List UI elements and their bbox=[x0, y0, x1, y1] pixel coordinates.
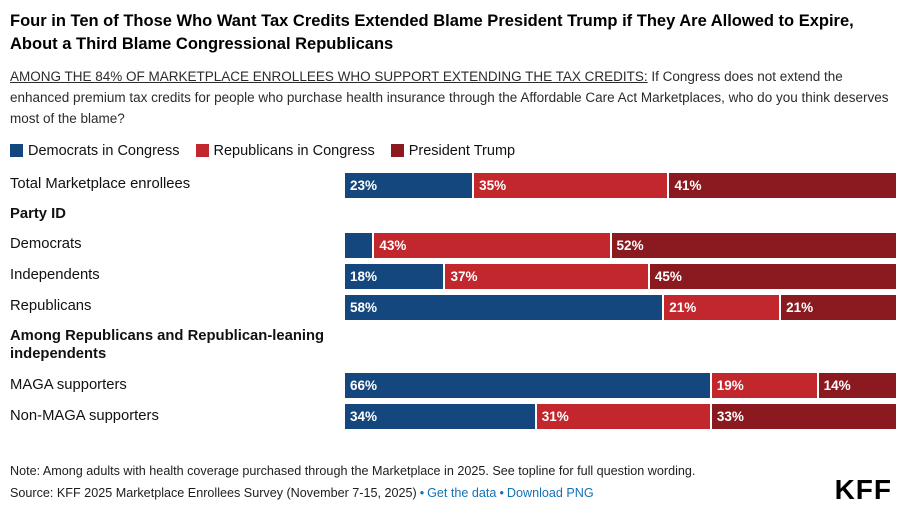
bar-segment-president-trump: 45% bbox=[649, 263, 896, 289]
bar-segment-democrats-in-congress bbox=[345, 232, 373, 258]
chart-row: Democrats 43% 52% bbox=[10, 232, 896, 258]
source-line: Source: KFF 2025 Marketplace Enrollees S… bbox=[10, 483, 695, 504]
bullet-separator: • bbox=[419, 485, 425, 500]
get-the-data-link[interactable]: Get the data bbox=[427, 485, 497, 500]
bar-segment-democrats-in-congress: 34% bbox=[345, 404, 535, 430]
legend-label-democrats: Democrats in Congress bbox=[28, 142, 180, 159]
note-text: Note: Among adults with health coverage … bbox=[10, 464, 696, 479]
chart-row: Non-MAGA supporters 34% 31% 33% bbox=[10, 404, 896, 430]
row-label: Independents bbox=[10, 267, 100, 284]
bar-segment-president-trump: 14% bbox=[818, 373, 896, 399]
chart-row: Independents 18% 37% 45% bbox=[10, 263, 896, 289]
bar-segment-democrats-in-congress: 23% bbox=[345, 172, 473, 198]
legend: Democrats in Congress Republicans in Con… bbox=[10, 143, 896, 159]
bar-value-label: 43% bbox=[379, 237, 407, 253]
bar-value-label: 35% bbox=[479, 177, 507, 193]
bar-value-label: 52% bbox=[616, 237, 644, 253]
legend-swatch-republicans-icon bbox=[195, 144, 209, 158]
bar-segment-president-trump: 33% bbox=[711, 404, 896, 430]
chart-row: Republicans 58% 21% 21% bbox=[10, 294, 896, 320]
legend-swatch-trump-icon bbox=[390, 144, 404, 158]
bar-segment-president-trump: 52% bbox=[611, 232, 896, 258]
chart-row: Total Marketplace enrollees 23% 35% 41% bbox=[10, 172, 896, 198]
bar-segment-democrats-in-congress: 58% bbox=[345, 294, 663, 320]
legend-item-president-trump: President Trump bbox=[390, 142, 516, 159]
bar-track: 66% 19% 14% bbox=[345, 373, 896, 399]
bar-segment-republicans-in-congress: 31% bbox=[536, 404, 710, 430]
row-label: MAGA supporters bbox=[10, 377, 127, 394]
bar-value-label: 33% bbox=[716, 409, 744, 425]
stacked-bar-chart: Total Marketplace enrollees 23% 35% 41% Part… bbox=[10, 172, 896, 430]
bar-segment-republicans-in-congress: 35% bbox=[474, 172, 668, 198]
legend-label-trump: President Trump bbox=[408, 142, 516, 159]
row-label: Republicans bbox=[10, 298, 92, 315]
row-label: Non-MAGA supporters bbox=[10, 408, 159, 425]
bar-value-label: 23% bbox=[350, 177, 378, 193]
bar-segment-democrats-in-congress: 18% bbox=[345, 263, 444, 289]
section-header: Among Republicans and Republican-leaning… bbox=[10, 327, 325, 363]
bar-track: 43% 52% bbox=[345, 232, 896, 258]
legend-item-democrats-in-congress: Democrats in Congress bbox=[10, 143, 180, 159]
section-header: Party ID bbox=[10, 205, 66, 222]
bar-value-label: 45% bbox=[654, 268, 682, 284]
bar-segment-republicans-in-congress: 37% bbox=[445, 263, 648, 289]
chart-row: MAGA supporters 66% 19% 14% bbox=[10, 373, 896, 399]
legend-label-republicans: Republicans in Congress bbox=[213, 142, 375, 159]
download-png-link[interactable]: Download PNG bbox=[506, 485, 594, 500]
subtitle-emphasis: AMONG THE 84% OF MARKETPLACE ENROLLEES W… bbox=[10, 68, 648, 84]
kff-logo: KFF bbox=[834, 474, 892, 505]
bar-track: 23% 35% 41% bbox=[345, 172, 896, 198]
bar-value-label: 58% bbox=[350, 299, 378, 315]
bar-segment-president-trump: 21% bbox=[781, 294, 896, 320]
bar-value-label: 18% bbox=[350, 268, 378, 284]
legend-swatch-democrats-icon bbox=[10, 144, 23, 158]
chart-figure: Four in Ten of Those Who Want Tax Credit… bbox=[10, 10, 896, 505]
bar-value-label: 66% bbox=[350, 378, 378, 394]
bar-segment-president-trump: 41% bbox=[669, 172, 896, 198]
bar-track: 34% 31% 33% bbox=[345, 404, 896, 430]
bar-value-label: 21% bbox=[786, 299, 814, 315]
bar-segment-republicans-in-congress: 21% bbox=[664, 294, 780, 320]
bar-value-label: 37% bbox=[450, 268, 478, 284]
bar-value-label: 34% bbox=[350, 409, 378, 425]
bar-value-label: 19% bbox=[716, 378, 744, 394]
bar-track: 18% 37% 45% bbox=[345, 263, 896, 289]
bar-segment-democrats-in-congress: 66% bbox=[345, 373, 710, 399]
source-text: Source: KFF 2025 Marketplace Enrollees S… bbox=[10, 485, 417, 500]
row-label: Total Marketplace enrollees bbox=[10, 176, 191, 193]
footer: Note: Among adults with health coverage … bbox=[10, 461, 695, 504]
bar-track: 58% 21% 21% bbox=[345, 294, 896, 320]
bar-value-label: 14% bbox=[823, 378, 851, 394]
bar-value-label: 31% bbox=[541, 409, 569, 425]
bar-segment-republicans-in-congress: 43% bbox=[374, 232, 610, 258]
bar-segment-republicans-in-congress: 19% bbox=[711, 373, 817, 399]
chart-title: Four in Ten of Those Who Want Tax Credit… bbox=[10, 12, 854, 54]
bar-value-label: 21% bbox=[669, 299, 697, 315]
chart-subtitle: AMONG THE 84% OF MARKETPLACE ENROLLEES W… bbox=[10, 67, 895, 130]
subtitle-question: If Congress does not extend the enhanced… bbox=[10, 68, 889, 126]
bullet-separator: • bbox=[499, 485, 504, 500]
row-label: Democrats bbox=[10, 236, 82, 253]
legend-item-republicans-in-congress: Republicans in Congress bbox=[195, 142, 375, 159]
bar-value-label: 41% bbox=[674, 177, 702, 193]
